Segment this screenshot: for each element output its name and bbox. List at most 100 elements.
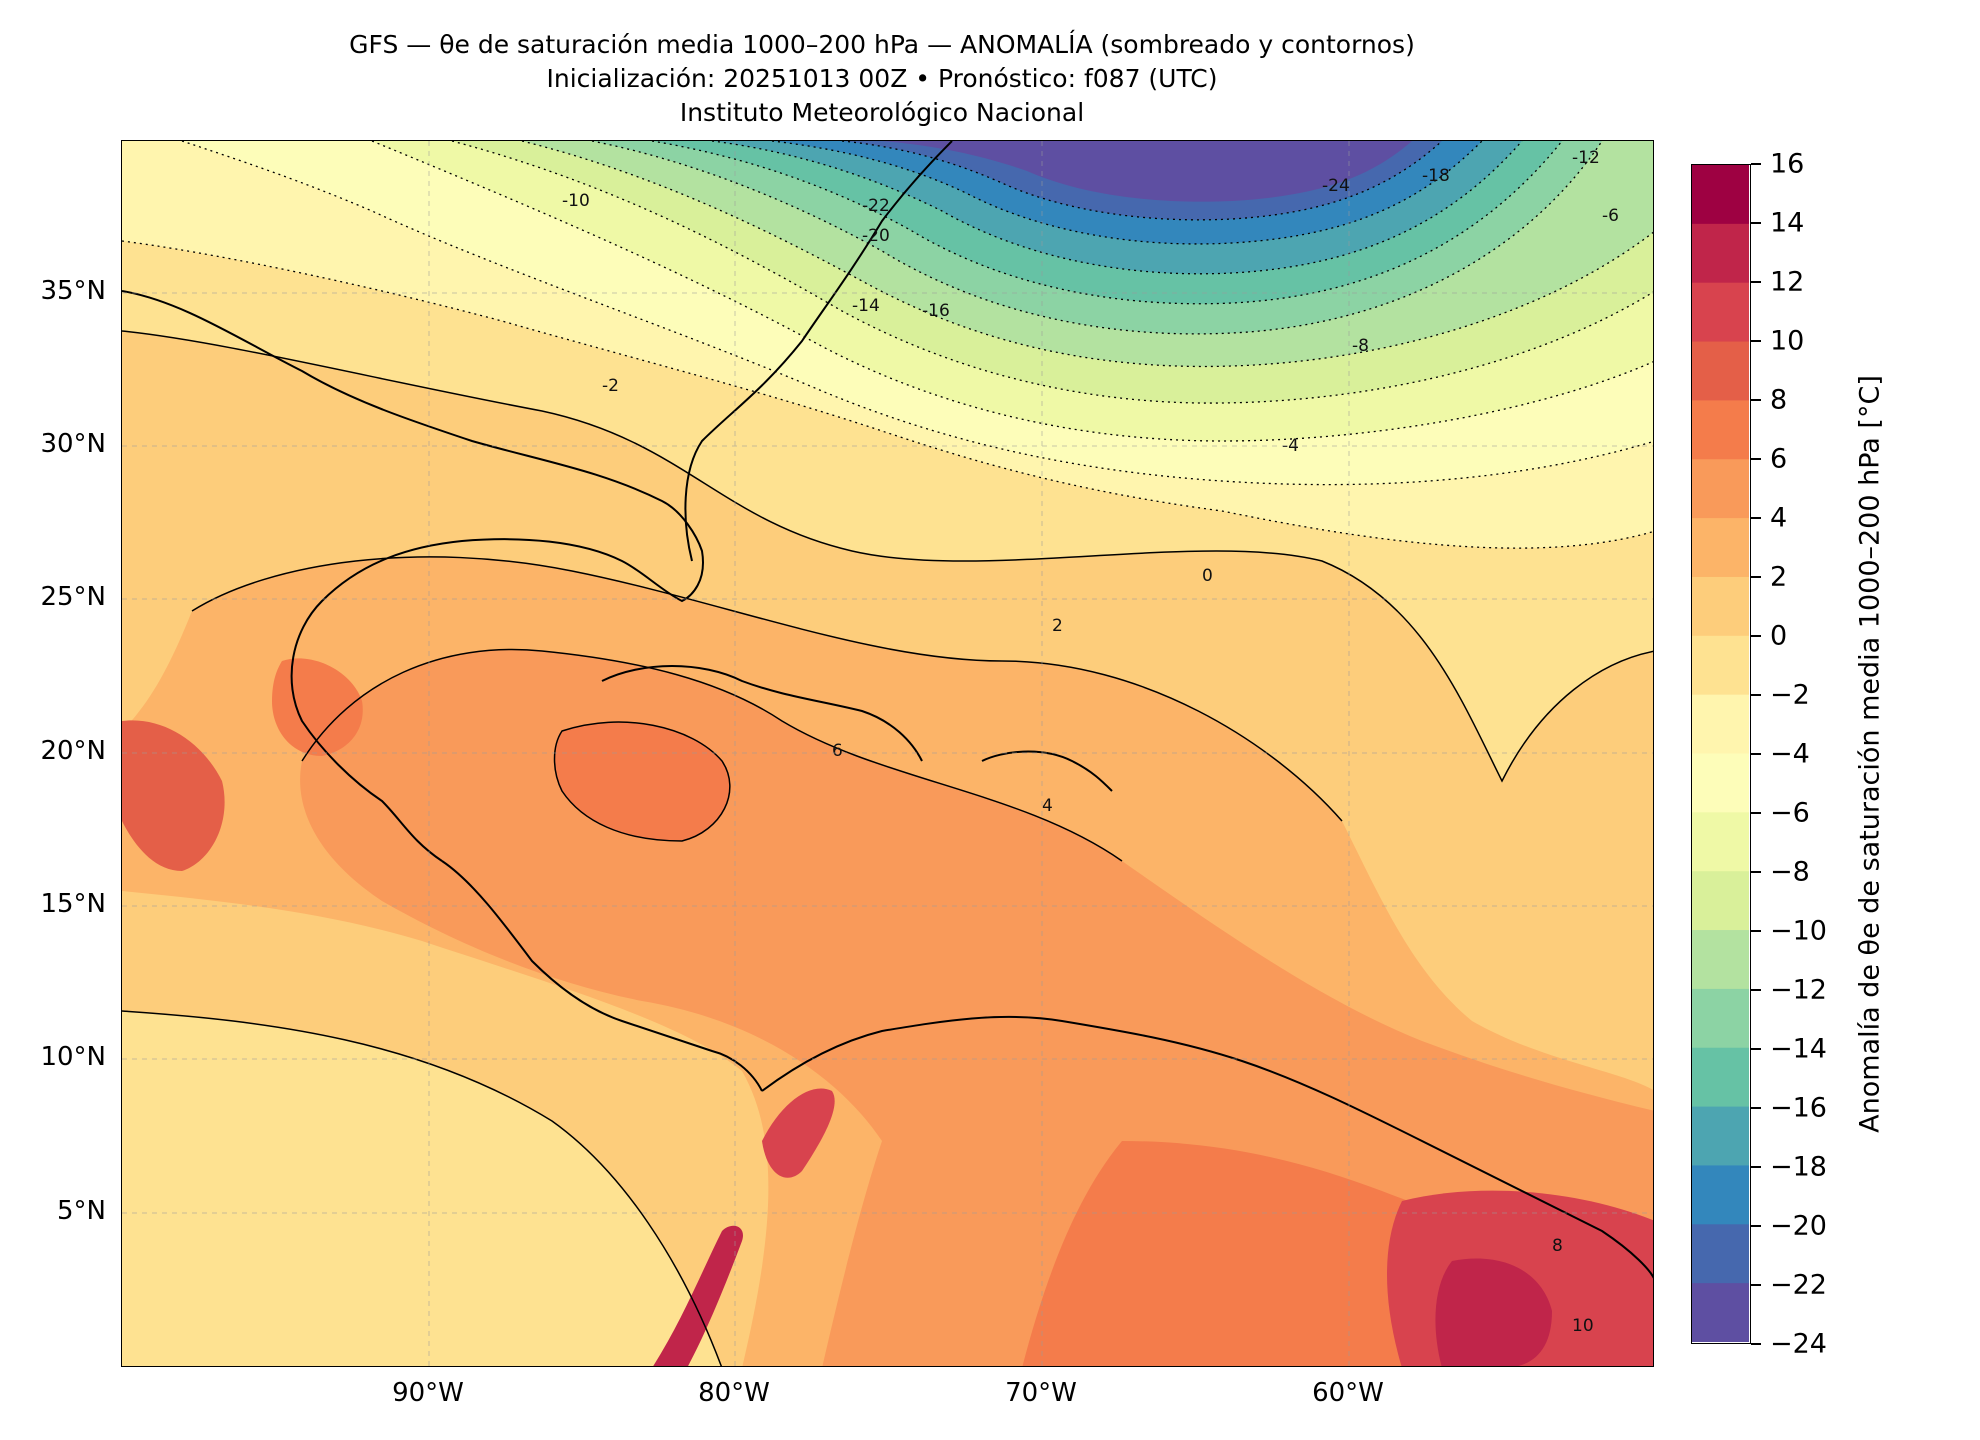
warm-core-gulf [272, 658, 363, 756]
contour-label: -14 [852, 296, 880, 316]
colorbar-tick-label: −2 [1770, 679, 1810, 711]
lat-label-30n: 30°N [40, 429, 106, 459]
lon-label-70w: 70°W [1005, 1378, 1077, 1408]
colorbar-tick-label: −10 [1770, 915, 1827, 947]
contour-4 [301, 648, 1123, 862]
contour-label: -4 [1282, 436, 1299, 456]
colorbar-tick-mark [1751, 222, 1761, 224]
colorbar [1691, 164, 1751, 1344]
band-pacific-minus2-0 [122, 1011, 722, 1366]
contour-6 [553, 721, 731, 842]
colorbar-tick-label: 10 [1770, 325, 1805, 357]
colorbar-tick-label: 12 [1770, 266, 1805, 298]
contour-label: -22 [862, 196, 890, 216]
colorbar-tick-label: −12 [1770, 974, 1827, 1006]
contour-label: 6 [832, 741, 843, 761]
colorbar-tick-label: 8 [1770, 384, 1788, 416]
colorbar-swatch [1692, 576, 1749, 637]
colorbar-tick-mark [1751, 1048, 1761, 1050]
colorbar-swatch [1692, 694, 1749, 755]
contour-label: -18 [1422, 166, 1450, 186]
contour-minus4 [181, 141, 1653, 486]
colorbar-swatch [1692, 165, 1749, 225]
colorbar-swatch [1692, 282, 1749, 343]
lat-label-5n: 5°N [57, 1196, 106, 1226]
lon-label-90w: 90°W [392, 1378, 464, 1408]
colorbar-tick-mark [1751, 163, 1761, 165]
south-america-north-coast [761, 1015, 1653, 1279]
graticule [122, 141, 1653, 1366]
colorbar-tick-label: −16 [1770, 1092, 1827, 1124]
colorbar-tick-label: 16 [1770, 148, 1805, 180]
andes-warm-streak-1 [653, 1225, 743, 1366]
colorbar-tick-mark [1751, 930, 1761, 932]
colorbar-swatch [1692, 459, 1749, 519]
contour-lines [122, 330, 1653, 1366]
contour-label: -8 [1352, 336, 1369, 356]
lon-label-80w: 80°W [698, 1378, 770, 1408]
contour-label: -24 [1322, 176, 1350, 196]
contour-label: -16 [922, 301, 950, 321]
colorbar-tick-mark [1751, 1284, 1761, 1286]
colorbar-tick-mark [1751, 399, 1761, 401]
lat-label-20n: 20°N [40, 736, 106, 766]
anomaly-map: -24 -22 -20 -18 -16 -14 -12 -10 -8 -6 -4… [122, 141, 1653, 1366]
cuba [601, 665, 923, 762]
colorbar-tick-mark [1751, 1225, 1761, 1227]
colorbar-tick-mark [1751, 458, 1761, 460]
colorbar-tick-mark [1751, 281, 1761, 283]
colorbar-title: Anomalía de θe de saturación media 1000–… [1854, 375, 1886, 1133]
mexico-warm-streak [122, 720, 225, 871]
contour-label: -6 [1602, 206, 1619, 226]
colorbar-swatch [1692, 635, 1749, 696]
negative-contour-lines [122, 141, 1653, 549]
colorbar-tick-mark [1751, 871, 1761, 873]
lon-label-60w: 60°W [1312, 1378, 1384, 1408]
band-minus24-minus22 [882, 141, 1412, 202]
lat-label-25n: 25°N [40, 582, 106, 612]
title-line-2: Inicialización: 20251013 00Z • Pronóstic… [546, 64, 1218, 93]
contour-label: -20 [862, 226, 890, 246]
colorbar-tick-mark [1751, 812, 1761, 814]
colorbar-swatch [1692, 1106, 1749, 1167]
band-10-12 [1435, 1258, 1552, 1366]
title-line-3: Instituto Meteorológico Nacional [679, 98, 1085, 127]
colorbar-tick-label: −14 [1770, 1033, 1827, 1065]
contour-0 [122, 330, 1653, 783]
contour-label-group: -24 -22 -20 -18 -16 -14 -12 -10 -8 -6 -4… [562, 148, 1619, 1336]
colorbar-tick-label: 2 [1770, 561, 1788, 593]
contour-2 [191, 556, 1343, 822]
hispaniola [981, 750, 1113, 792]
map-plot-area: -24 -22 -20 -18 -16 -14 -12 -10 -8 -6 -4… [121, 140, 1654, 1367]
title-line-1: GFS — θe de saturación media 1000–200 hP… [349, 30, 1415, 59]
contour-0-pacific [122, 1010, 723, 1366]
colorbar-tick-mark [1751, 753, 1761, 755]
colorbar-swatch [1692, 1165, 1749, 1225]
contour-label: 0 [1202, 566, 1213, 586]
contour-minus12 [591, 141, 1603, 335]
contour-label: 4 [1042, 796, 1053, 816]
colorbar-swatch [1692, 988, 1749, 1049]
colorbar-tick-label: 0 [1770, 620, 1788, 652]
contour-label: 10 [1572, 1316, 1594, 1336]
contour-minus16 [711, 141, 1523, 275]
colorbar-swatch [1692, 518, 1749, 578]
contour-minus10 [521, 141, 1653, 368]
colorbar-swatch [1692, 871, 1749, 931]
lat-label-10n: 10°N [40, 1042, 106, 1072]
warm-core-caribbean [554, 722, 730, 841]
colorbar-swatch [1692, 400, 1749, 460]
colorbar-tick-label: −6 [1770, 797, 1810, 829]
andes-warm-streak-2 [762, 1088, 835, 1178]
colorbar-swatch [1692, 753, 1749, 813]
colorbar-tick-mark [1751, 694, 1761, 696]
contour-label: -10 [562, 191, 590, 211]
central-america [441, 860, 763, 1092]
colorbar-tick-label: −4 [1770, 738, 1810, 770]
colorbar-tick-label: −20 [1770, 1210, 1827, 1242]
contour-label: 8 [1552, 1236, 1563, 1256]
colorbar-tick-label: −18 [1770, 1151, 1827, 1183]
colorbar-swatch [1692, 1047, 1749, 1108]
colorbar-swatch [1692, 341, 1749, 401]
contour-label: -2 [602, 376, 619, 396]
